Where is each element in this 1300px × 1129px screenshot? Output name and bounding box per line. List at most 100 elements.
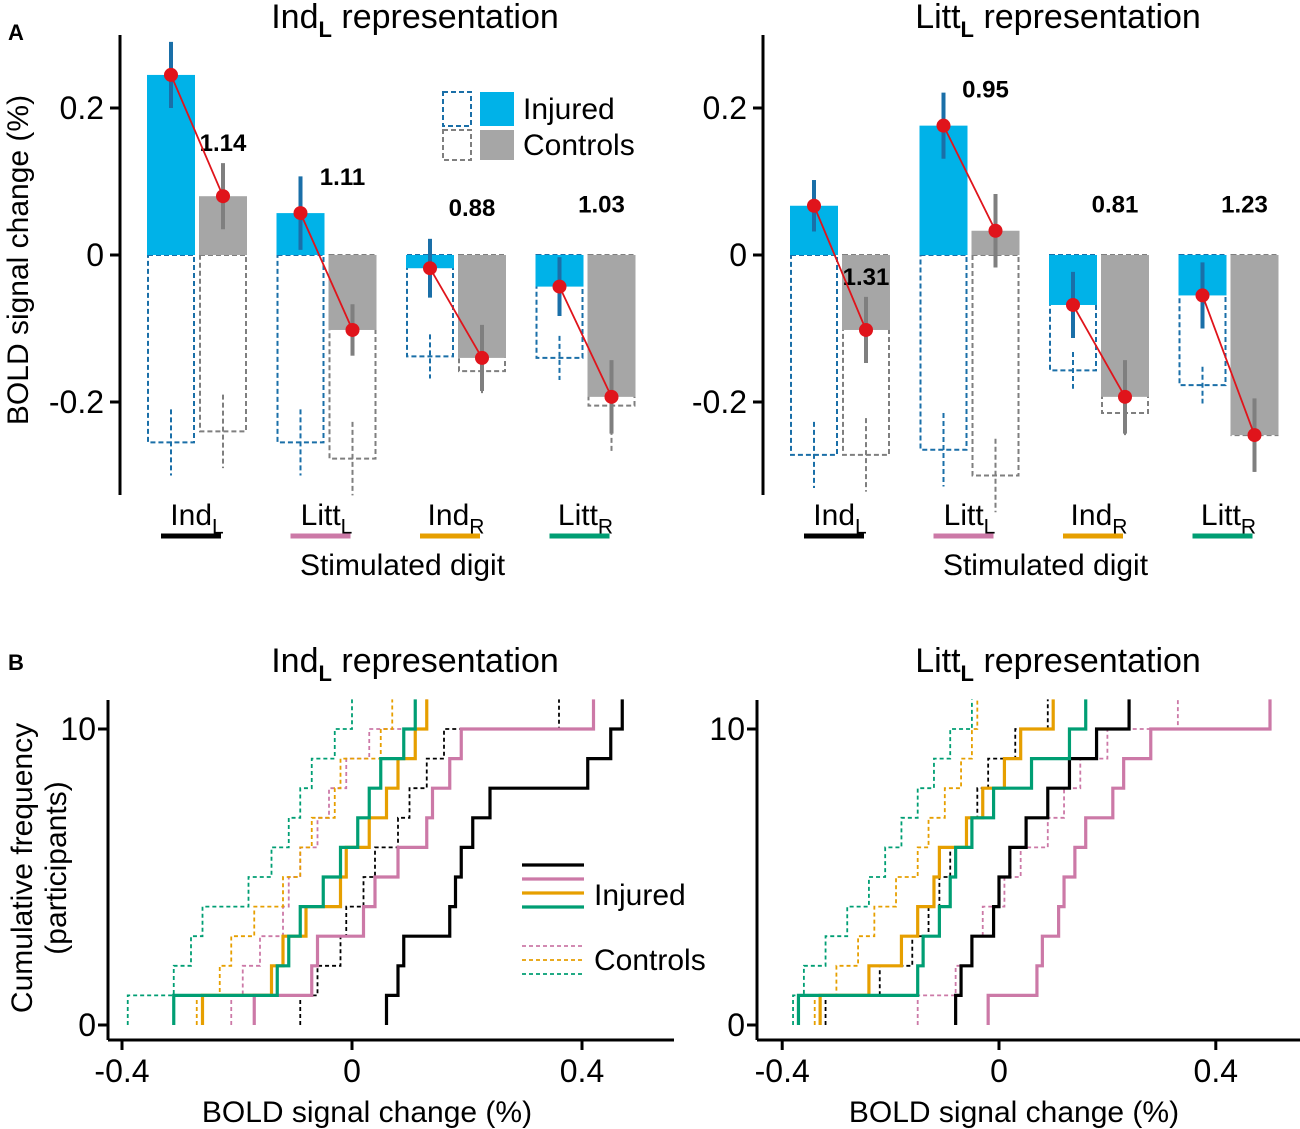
title-main: Ind <box>271 0 318 36</box>
ratio-label: 0.95 <box>962 77 1009 104</box>
x-category-label-sub: R <box>1241 515 1256 538</box>
ratio-label: 1.31 <box>843 264 890 291</box>
mean-marker <box>293 206 308 221</box>
panel-a-right-bar-chart: LittL representation0.20-0.21.31IndL0.95… <box>692 0 1279 582</box>
x-tick-label: -0.4 <box>755 1053 810 1089</box>
chart-title: LittL representation <box>915 642 1201 686</box>
title-rest: representation <box>332 0 559 36</box>
chart-title: IndL representation <box>271 0 559 42</box>
x-category-label-main: Litt <box>301 499 342 532</box>
legend-controls-swatch <box>480 130 514 160</box>
x-axis-label: Stimulated digit <box>943 549 1149 582</box>
mean-marker <box>859 322 873 337</box>
ratio-label: 1.11 <box>320 164 365 191</box>
y-axis-label-line1: Cumulative frequency <box>6 723 39 1013</box>
controls-ind-l-cumulative-line <box>299 699 560 1025</box>
injured-ind-l-cumulative-line <box>384 699 624 1025</box>
x-category-label-sub: L <box>855 515 867 538</box>
y-tick-label: 10 <box>60 711 96 747</box>
mean-marker <box>164 67 178 82</box>
x-axis-label: BOLD signal change (%) <box>202 1096 532 1129</box>
injured-ind-r-cumulative-line <box>200 699 429 1025</box>
legend-injured-swatch <box>480 92 514 126</box>
y-tick-label: -0.2 <box>692 384 747 420</box>
mean-marker <box>807 198 821 213</box>
title-rest: representation <box>332 642 559 680</box>
chart-title: LittL representation <box>915 0 1201 42</box>
injured-ind-r-cumulative-line <box>818 699 1055 1025</box>
x-tick-label: 0 <box>990 1053 1008 1089</box>
x-category-label: LittR <box>558 499 613 538</box>
injured-outline-bar <box>406 254 454 358</box>
x-category-label-main: Litt <box>558 499 599 532</box>
panel-b-label: B <box>8 650 24 675</box>
y-tick-label: 0 <box>727 1007 745 1043</box>
title-sub: L <box>961 661 974 686</box>
y-tick-label: 0 <box>86 237 104 273</box>
controls-outline-bar <box>199 254 247 433</box>
mean-marker <box>475 350 489 365</box>
injured-litt-l-cumulative-line <box>986 699 1272 1025</box>
injured-controls-connector <box>942 125 997 232</box>
mean-marker <box>345 322 360 337</box>
panel-b-left-cumulative-chart: IndL representation 0 10 -0.4 0 0.4 BOLD signa… <box>6 642 706 1129</box>
x-category-label-sub: R <box>469 515 484 538</box>
x-tick-label: 0.4 <box>1194 1053 1238 1089</box>
controls-ind-r-cumulative-line <box>195 699 394 1025</box>
x-category-label-main: Ind <box>170 499 212 532</box>
title-rest: representation <box>974 0 1201 36</box>
ratio-label: 0.81 <box>1092 191 1139 218</box>
y-tick-label: 0 <box>729 237 747 273</box>
x-axis-label: BOLD signal change (%) <box>849 1096 1179 1129</box>
controls-ind-l-cumulative-line <box>824 699 1049 1025</box>
chart-title: IndL representation <box>271 642 559 686</box>
injured-controls-connector <box>1201 295 1256 436</box>
ratio-label: 0.88 <box>449 195 496 222</box>
mean-marker <box>604 389 619 404</box>
injured-controls-connector <box>299 212 354 331</box>
mean-marker <box>423 261 437 276</box>
x-category-label-main: Litt <box>944 499 985 532</box>
controls-ind-r-cumulative-line <box>813 699 979 1025</box>
x-category-label-main: Ind <box>428 499 470 532</box>
title-rest: representation <box>974 642 1201 680</box>
x-category-label: LittL <box>944 499 996 538</box>
x-category-label-main: Ind <box>1071 499 1113 532</box>
legend-controls-outline-swatch <box>442 129 472 161</box>
injured-controls-connector <box>558 286 613 398</box>
title-sub: L <box>961 17 974 42</box>
injured-litt-r-cumulative-line <box>172 699 417 1025</box>
panel-b-right-cumulative-chart: LittL representation 0 10 -0.4 0 0.4 BOLD sign… <box>709 642 1300 1129</box>
title-main: Litt <box>915 0 961 36</box>
x-category-label: LittL <box>301 499 353 538</box>
injured-litt-r-cumulative-line <box>796 699 1088 1025</box>
x-category-label: LittR <box>1201 499 1256 538</box>
y-axis-label-line2: (participants) <box>40 781 73 954</box>
y-tick-label: 0 <box>78 1007 96 1043</box>
panel-a-label: A <box>8 20 24 45</box>
legend-controls-label: Controls <box>594 944 706 977</box>
mean-marker <box>552 279 567 294</box>
x-category-label: IndL <box>813 499 866 538</box>
ratio-label: 1.03 <box>578 191 625 218</box>
x-category-label-sub: R <box>598 515 613 538</box>
controls-litt-r-cumulative-line <box>792 699 973 1025</box>
injured-litt-l-cumulative-line <box>252 699 596 1025</box>
x-category-label-sub: L <box>341 515 353 538</box>
x-category-label-sub: L <box>984 515 996 538</box>
y-tick-label: 10 <box>709 711 745 747</box>
injured-ind-l-cumulative-line <box>954 699 1131 1025</box>
mean-marker <box>1066 297 1080 312</box>
y-tick-label: 0.2 <box>703 90 747 126</box>
legend-injured-label: Injured <box>594 879 686 912</box>
x-tick-label: -0.4 <box>94 1053 149 1089</box>
x-tick-label: 0 <box>343 1053 361 1089</box>
injured-controls-connector <box>429 267 483 359</box>
injured-controls-connector <box>813 205 867 331</box>
x-tick-label: 0.4 <box>560 1053 604 1089</box>
mean-marker <box>936 118 951 133</box>
title-main: Litt <box>915 642 961 680</box>
mean-marker <box>216 189 230 204</box>
